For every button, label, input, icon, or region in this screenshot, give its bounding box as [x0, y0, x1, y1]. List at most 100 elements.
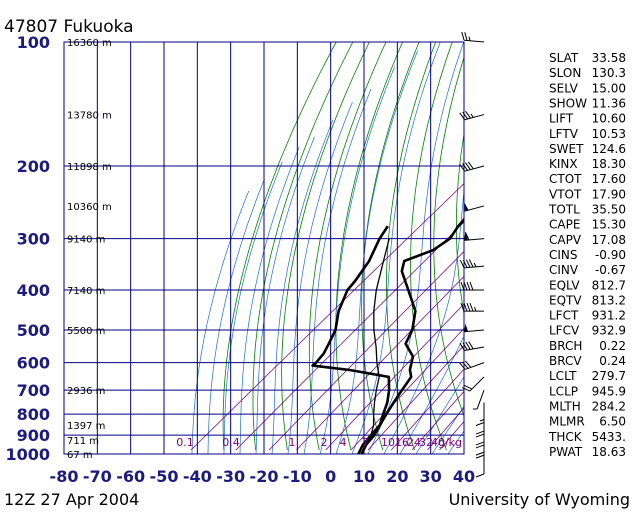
barb-full	[464, 231, 470, 241]
barb-full	[462, 163, 468, 171]
barb-full	[460, 302, 465, 312]
barb-full	[459, 342, 465, 351]
index-value: 932.9	[592, 324, 626, 338]
barb-full	[461, 31, 465, 41]
moist-adiabat	[383, 187, 464, 454]
index-key: CTOT	[549, 172, 582, 186]
mixing-ratio-label: 1	[289, 436, 296, 449]
pressure-tick-label: 500	[17, 321, 50, 340]
barb-full	[462, 259, 468, 268]
barb-full	[475, 441, 485, 446]
moist-adiabat	[367, 42, 464, 454]
barb-staff	[476, 390, 485, 410]
wind-barb	[459, 259, 485, 269]
barb-full	[468, 259, 474, 268]
barb-staff	[465, 362, 485, 370]
moist-adiabat	[335, 50, 418, 454]
height-label: 16360 m	[67, 38, 112, 49]
barb-full	[463, 384, 473, 390]
wind-barb	[461, 31, 485, 43]
wind-barb	[464, 323, 485, 333]
barb-full	[475, 444, 485, 449]
index-key: SLAT	[549, 51, 579, 65]
dry-adiabat	[252, 42, 354, 451]
barb-staff	[464, 165, 485, 172]
height-label: 5500 m	[67, 326, 105, 337]
barb-full	[459, 163, 466, 172]
temperature-tick-label: -70	[83, 467, 112, 486]
mixing-ratio-line	[390, 368, 464, 451]
pressure-tick-label: 700	[17, 381, 50, 400]
barb-half	[468, 36, 471, 41]
mixing-ratio-label: g/kg	[438, 436, 462, 449]
barb-half	[473, 262, 477, 268]
pressure-tick-label: 200	[17, 157, 50, 176]
wind-barb	[464, 202, 485, 212]
wind-barb	[475, 402, 485, 426]
barb-full	[465, 110, 471, 119]
pressure-tick-label: 600	[17, 354, 50, 373]
index-key: EQTV	[549, 293, 582, 307]
moist-adiabat	[207, 178, 265, 454]
time-label: 12Z 27 Apr 2004	[4, 490, 139, 509]
height-label: 711 m	[67, 436, 99, 447]
moist-adiabat	[319, 66, 395, 454]
pressure-tick-label: 100	[17, 33, 50, 52]
index-key: SLON	[549, 66, 581, 80]
index-value: 11.36	[592, 96, 626, 110]
wind-barb	[459, 360, 485, 370]
dry-adiabat	[222, 42, 337, 451]
index-key: MLTH	[549, 399, 581, 413]
indices-table: SLAT 33.58 SLON 130.3 SELV 15.00 SHOW 11.36 LIFT…	[548, 51, 626, 459]
wind-barb	[464, 231, 485, 241]
barb-full	[465, 162, 471, 170]
sounding-profiles	[311, 217, 464, 454]
barb-full	[461, 387, 471, 392]
index-key: THCK	[548, 430, 583, 444]
temperature-tick-label: 40	[453, 467, 475, 486]
barb-full	[467, 161, 474, 170]
index-key: LIFT	[549, 112, 574, 126]
barb-full	[459, 259, 465, 269]
height-labels: 16360 m 13780 m 11898 m 10360 m 9140 m 7140 m…	[67, 38, 112, 461]
index-value: 284.2	[592, 399, 626, 413]
credit-label: University of Wyoming	[449, 490, 630, 509]
barb-half	[474, 306, 477, 312]
height-label: 11898 m	[67, 162, 112, 173]
barb-full	[468, 341, 474, 350]
index-key: CAPV	[549, 233, 582, 247]
moist-adiabat	[191, 190, 250, 454]
temperature-tick-label: -60	[116, 467, 145, 486]
temperature-tick-label: -20	[250, 467, 279, 486]
barb-pennant	[464, 323, 469, 332]
temperature-tick-label: -80	[50, 467, 79, 486]
index-value: 931.2	[592, 309, 626, 323]
mixing-ratio-line	[367, 344, 464, 451]
temperature-tick-label: 30	[420, 467, 442, 486]
wind-barb	[460, 281, 484, 291]
wind-barb	[475, 435, 485, 459]
index-key: CAPE	[549, 218, 580, 232]
mixing-ratio-label: 4	[340, 436, 347, 449]
barb-full	[475, 422, 485, 426]
dewpoint-profile	[311, 225, 391, 454]
dry-adiabat	[308, 42, 387, 451]
dry-adiabat	[281, 42, 370, 451]
barb-full	[475, 430, 485, 435]
mixing-ratio-label: 2	[321, 436, 328, 449]
index-key: LCLT	[549, 369, 577, 383]
dry-adiabat	[410, 42, 453, 451]
barb-staff	[469, 376, 485, 392]
barb-full	[463, 302, 468, 312]
mixing-ratio-label: 40	[431, 436, 445, 449]
index-key: SWET	[549, 142, 584, 156]
index-value: 35.50	[592, 203, 626, 217]
index-value: 0.22	[599, 339, 626, 353]
grid	[63, 41, 465, 455]
moist-adiabat	[271, 120, 334, 454]
index-value: 279.7	[592, 369, 626, 383]
height-label: 2936 m	[67, 386, 105, 397]
temperature-axis: -80 -70 -60 -50 -40 -30 -20 -10 0 10 20 30 40	[50, 467, 476, 486]
mixing-ratio-label: 0.4	[222, 436, 240, 449]
